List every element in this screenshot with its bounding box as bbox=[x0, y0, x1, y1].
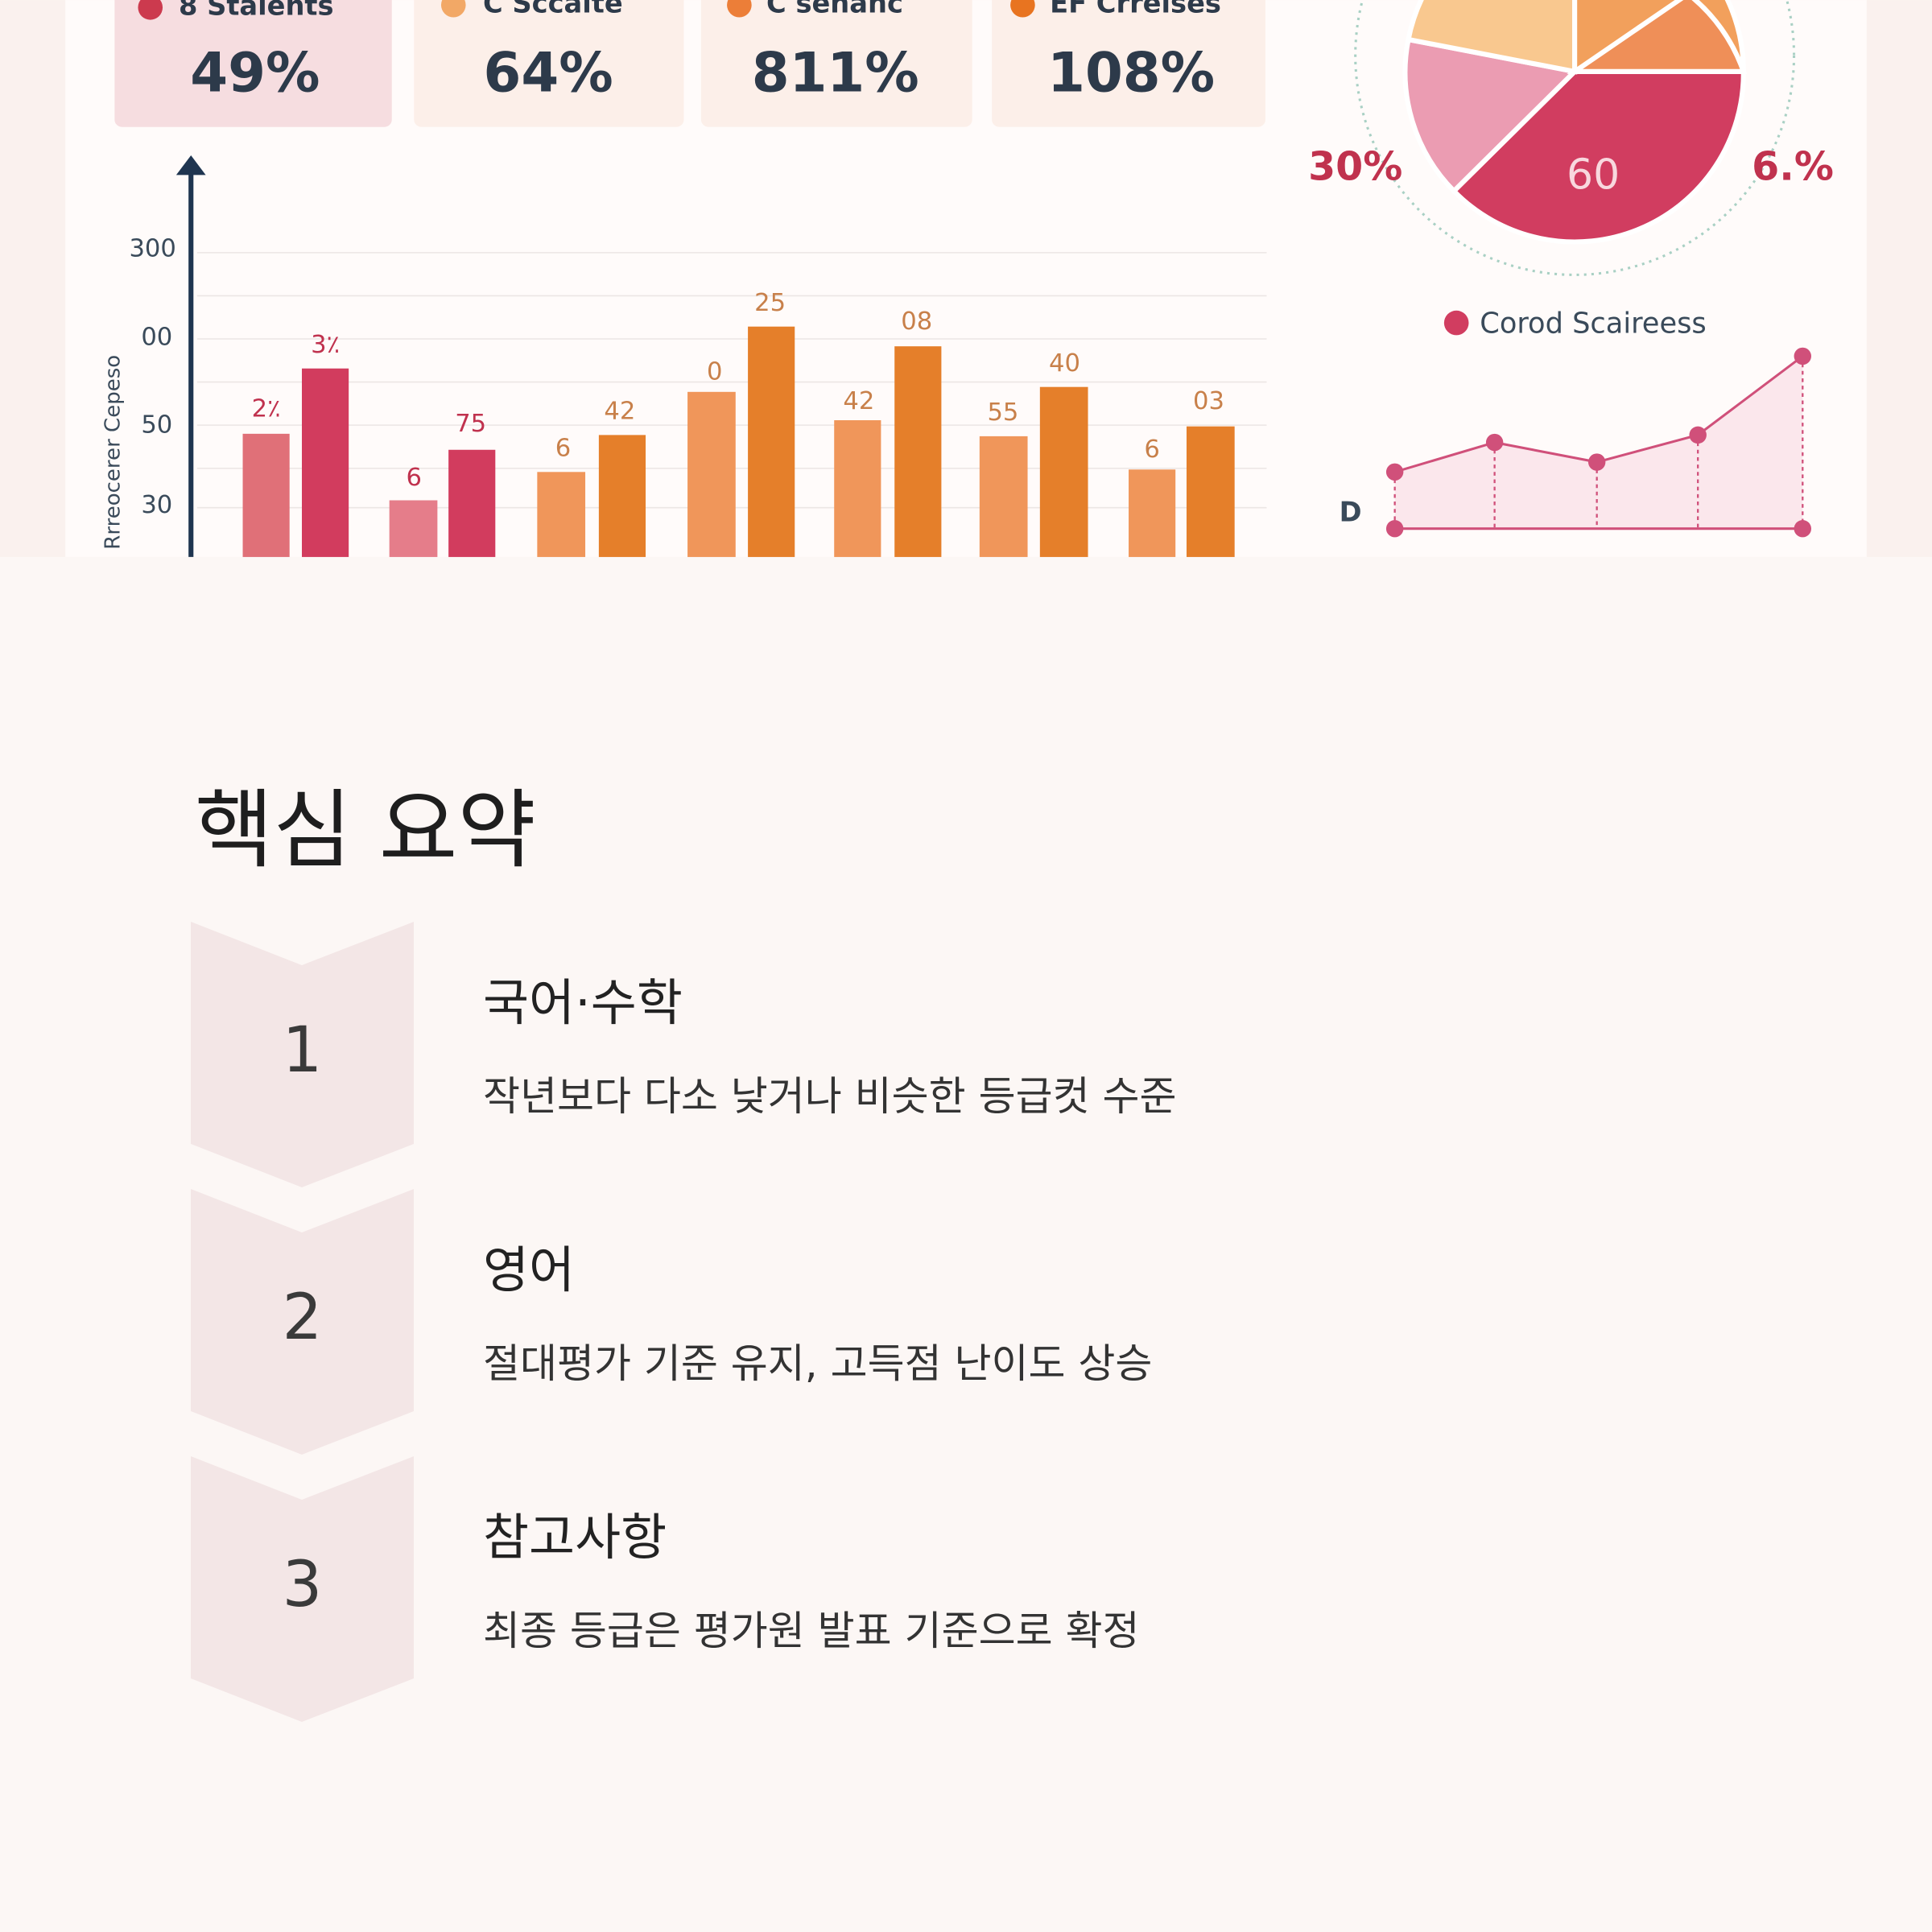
step-number: 1 bbox=[282, 1014, 323, 1087]
y-tick-label: 50 bbox=[141, 411, 172, 439]
bars bbox=[242, 326, 1235, 557]
card-label: EF Crreises bbox=[1050, 0, 1221, 19]
legend-dot bbox=[1443, 310, 1469, 336]
stat-card bbox=[414, 0, 684, 127]
bar-label: 40 bbox=[1049, 349, 1080, 378]
chevron bbox=[191, 1189, 414, 1455]
bar-label: 2٪ bbox=[252, 394, 281, 423]
bar-label: 42 bbox=[604, 397, 635, 425]
bar-label: 03 bbox=[1193, 387, 1224, 415]
card-value: 811% bbox=[752, 40, 919, 104]
dot bbox=[727, 0, 752, 18]
step-number: 3 bbox=[282, 1549, 323, 1621]
pie-label: 6.% bbox=[1752, 144, 1834, 190]
dot bbox=[138, 0, 163, 20]
bar-labels: 2٪ 3٪ 6 75 6 42 0 25 42 08 55 40 6 03 bbox=[252, 289, 1224, 492]
card-value: 64% bbox=[484, 40, 613, 104]
item-title: 참고사항 bbox=[483, 1508, 667, 1567]
item-title: 국어·수학 bbox=[483, 973, 683, 1032]
drop-lines bbox=[1393, 356, 1804, 529]
bar-label: 3٪ bbox=[311, 331, 340, 359]
card-label: C senanc bbox=[766, 0, 903, 19]
item-text: 최종 등급은 평가원 발표 기준으로 확정 bbox=[483, 1608, 1140, 1654]
infographic: 8 Stalents C Sccaite C senanc EF Crreise… bbox=[0, 0, 1932, 557]
bar-label: 55 bbox=[987, 398, 1018, 427]
dot bbox=[1010, 0, 1035, 18]
card-label: 8 Stalents bbox=[179, 0, 334, 21]
stat-card bbox=[114, 0, 392, 127]
bar-label: 6 bbox=[1144, 436, 1159, 464]
item-text: 절대평가 기준 유지, 고득점 난이도 상승 bbox=[483, 1340, 1153, 1387]
axis-arrow bbox=[175, 155, 206, 175]
card-label: C Sccaite bbox=[483, 0, 623, 19]
bar-label: 08 bbox=[901, 308, 932, 336]
bar-label: 6 bbox=[407, 464, 422, 492]
chevron bbox=[191, 922, 414, 1187]
bar-label: 75 bbox=[455, 410, 486, 438]
card-value: 49% bbox=[190, 40, 320, 104]
y-tick-label: 300 bbox=[129, 234, 175, 262]
chevron bbox=[191, 1456, 414, 1722]
pie-label: 60 bbox=[1567, 151, 1620, 199]
area bbox=[1394, 356, 1803, 529]
pie bbox=[1402, 0, 1748, 245]
bar-label: 6 bbox=[555, 434, 571, 462]
pie-ring bbox=[1354, 0, 1796, 276]
stat-card bbox=[700, 0, 972, 127]
summary-title: 핵심 요약 bbox=[195, 781, 536, 880]
legend-label: Corod Scaireess bbox=[1480, 307, 1707, 340]
axis-label: Rrreocerer Cepeso bbox=[101, 355, 125, 550]
bar-label: 0 bbox=[707, 358, 722, 386]
line-label: D bbox=[1340, 497, 1362, 528]
stat-card bbox=[992, 0, 1265, 127]
y-tick-label: 30 bbox=[141, 491, 172, 519]
points bbox=[1385, 347, 1811, 538]
pie-label: 30% bbox=[1308, 144, 1402, 190]
bar-label: 25 bbox=[754, 289, 786, 317]
card-value: 108% bbox=[1047, 40, 1215, 104]
bar-label: 42 bbox=[843, 387, 874, 415]
y-tick-label: 00 bbox=[141, 324, 172, 352]
dot bbox=[440, 0, 466, 18]
item-text: 작년보다 다소 낮거나 비슷한 등급컷 수준 bbox=[483, 1073, 1177, 1120]
item-title: 영어 bbox=[483, 1241, 576, 1299]
step-number: 2 bbox=[282, 1282, 323, 1354]
